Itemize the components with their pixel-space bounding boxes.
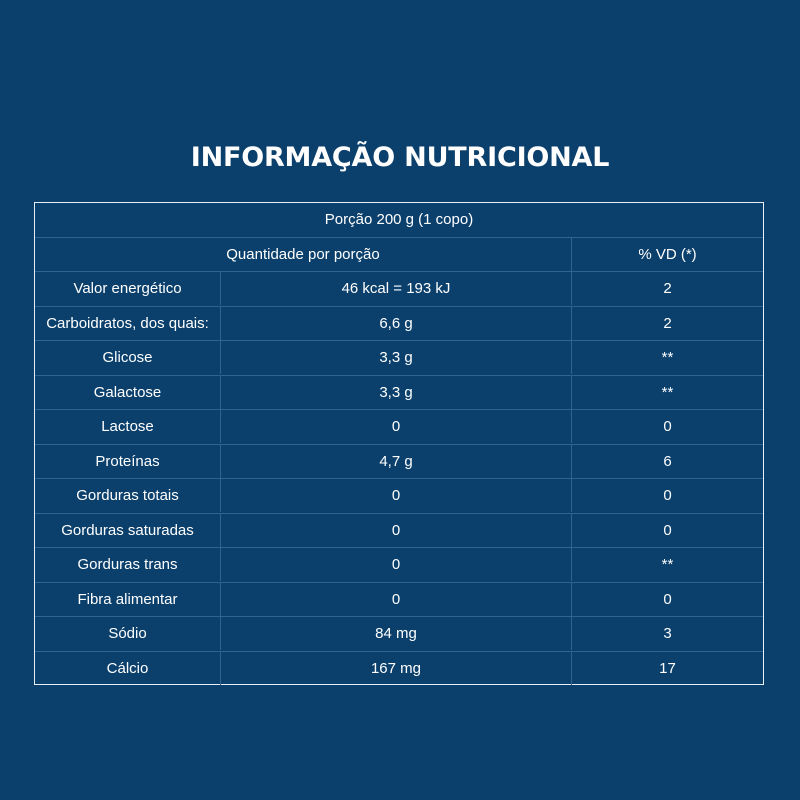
table-row: Gorduras totais 0 0 (35, 478, 763, 512)
page-title: INFORMAÇÃO NUTRICIONAL (190, 142, 610, 173)
nutrient-vd: 2 (663, 280, 672, 297)
nutrient-name: Lactose (101, 418, 154, 435)
nutrient-vd: 2 (663, 314, 672, 332)
nutrient-vd: ** (661, 556, 674, 573)
portion-label: Porção 200 g (1 copo) (324, 211, 474, 228)
nutrient-name: Valor energético (73, 280, 182, 297)
nutrient-name: Gorduras saturadas (61, 521, 194, 539)
nutrient-name: Cálcio (106, 659, 149, 677)
table-row: Carboidratos, dos quais: 6,6 g 2 (35, 305, 763, 340)
nutrient-amount: 0 (391, 590, 401, 608)
nutrient-name: Fibra alimentar (77, 590, 178, 608)
nutrient-amount: 6,6 g (379, 314, 413, 332)
nutrient-vd: ** (661, 349, 674, 366)
nutrient-amount: 0 (391, 487, 401, 504)
table-row: Gorduras trans 0 ** (35, 547, 763, 581)
nutrient-amount: 0 (391, 556, 401, 573)
nutrient-vd: 6 (663, 452, 672, 470)
table-row: Sódio 84 mg 3 (35, 616, 763, 650)
nutrient-vd: ** (661, 383, 674, 401)
nutrient-amount: 84 mg (375, 625, 417, 642)
header-vd: % VD (*) (638, 246, 697, 263)
nutrient-name: Sódio (108, 625, 147, 642)
table-row: Gorduras saturadas 0 0 (35, 512, 763, 547)
header-row: Quantidade por porção % VD (*) (35, 237, 763, 271)
nutrient-vd: 0 (663, 521, 672, 539)
nutrient-name: Glicose (102, 349, 153, 366)
nutrition-table: Porção 200 g (1 copo) Quantidade por por… (34, 202, 764, 685)
nutrient-name: Galactose (93, 383, 162, 401)
table-row: Fibra alimentar 0 0 (35, 581, 763, 616)
nutrient-name: Gorduras totais (76, 487, 179, 504)
table-row: Valor energético 46 kcal = 193 kJ 2 (35, 271, 763, 305)
nutrient-amount: 46 kcal = 193 kJ (341, 280, 451, 297)
nutrient-amount: 0 (391, 521, 401, 539)
nutrient-vd: 0 (663, 418, 672, 435)
nutrient-amount: 167 mg (370, 659, 422, 677)
nutrient-amount: 4,7 g (379, 452, 413, 470)
table-row: Glicose 3,3 g ** (35, 340, 763, 374)
table-row: Galactose 3,3 g ** (35, 374, 763, 409)
nutrient-vd: 0 (663, 590, 672, 608)
nutrient-name: Proteínas (95, 452, 160, 470)
nutrient-amount: 0 (391, 418, 401, 435)
portion-row: Porção 200 g (1 copo) (35, 203, 763, 237)
nutrient-name: Carboidratos, dos quais: (46, 314, 209, 332)
table-row: Cálcio 167 mg 17 (35, 650, 763, 685)
nutrient-vd: 17 (659, 659, 676, 677)
table-row: Lactose 0 0 (35, 409, 763, 443)
nutrient-amount: 3,3 g (379, 349, 413, 366)
nutrient-vd: 0 (663, 487, 672, 504)
nutrient-vd: 3 (663, 625, 672, 642)
nutrient-name: Gorduras trans (77, 556, 178, 573)
nutrient-amount: 3,3 g (379, 383, 413, 401)
header-quantity: Quantidade por porção (226, 246, 380, 263)
table-row: Proteínas 4,7 g 6 (35, 443, 763, 478)
